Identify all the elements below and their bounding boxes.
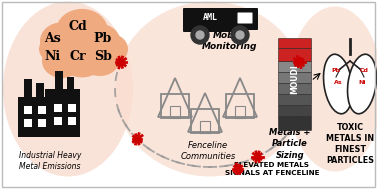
Text: Ni: Ni [44,50,60,64]
Circle shape [236,31,244,39]
Circle shape [255,154,260,159]
Bar [226,94,254,118]
Text: AML: AML [202,13,218,22]
Ellipse shape [323,54,352,114]
Text: Metals +
Particle
Sizing: Metals + Particle Sizing [269,128,311,160]
Text: Mobile
Monitoring: Mobile Monitoring [202,31,258,51]
FancyBboxPatch shape [279,49,311,61]
Circle shape [191,26,209,44]
Circle shape [196,31,204,39]
Bar [170,106,180,118]
Text: Fenceline
Communities: Fenceline Communities [180,141,236,161]
Bar [200,121,210,133]
Text: TOXIC
METALS IN
FINEST
PARTICLES: TOXIC METALS IN FINEST PARTICLES [326,123,374,165]
FancyBboxPatch shape [279,84,311,94]
Polygon shape [24,79,32,97]
Bar [68,104,76,112]
FancyBboxPatch shape [279,61,311,73]
Text: Ni: Ni [358,81,366,85]
Ellipse shape [80,42,120,76]
Circle shape [135,136,140,142]
FancyBboxPatch shape [279,105,311,116]
Bar [235,106,245,118]
FancyBboxPatch shape [279,73,311,84]
Text: Cd: Cd [69,20,87,33]
Text: Sb: Sb [94,50,112,64]
Polygon shape [45,89,80,137]
Ellipse shape [56,9,108,53]
FancyBboxPatch shape [279,116,311,130]
Ellipse shape [40,22,84,60]
Circle shape [118,60,123,65]
Ellipse shape [288,6,377,171]
Bar [54,117,62,125]
FancyBboxPatch shape [234,8,258,30]
Ellipse shape [58,37,106,77]
Polygon shape [67,77,74,89]
Text: Industrial Heavy
Metal Emissions: Industrial Heavy Metal Emissions [19,151,81,171]
Ellipse shape [348,54,377,114]
Text: Cr: Cr [70,50,86,64]
FancyBboxPatch shape [183,8,237,32]
FancyBboxPatch shape [279,94,311,105]
Bar [38,119,46,127]
Ellipse shape [44,25,100,73]
Ellipse shape [3,2,133,177]
Text: As: As [334,81,342,85]
Bar [68,117,76,125]
Bar [161,94,189,118]
Ellipse shape [80,24,120,58]
Ellipse shape [115,2,305,177]
Text: As: As [44,33,60,46]
Text: ELEVATED METALS
SIGNALS AT FENCELINE: ELEVATED METALS SIGNALS AT FENCELINE [225,162,319,176]
Circle shape [231,26,249,44]
FancyBboxPatch shape [279,39,311,49]
Ellipse shape [42,44,82,78]
Polygon shape [55,71,63,89]
Text: Pb: Pb [94,33,112,46]
Polygon shape [18,97,62,137]
Ellipse shape [39,35,71,63]
Text: MOUDI: MOUDI [291,64,299,94]
Circle shape [297,60,302,65]
Circle shape [236,167,241,171]
Bar [24,119,32,127]
Ellipse shape [92,34,128,64]
Polygon shape [36,83,44,97]
Bar [54,104,62,112]
Text: Cd: Cd [360,68,368,74]
FancyBboxPatch shape [238,12,253,23]
Text: Pb: Pb [331,68,340,74]
Bar [191,109,219,133]
Bar [38,106,46,114]
Bar [24,106,32,114]
